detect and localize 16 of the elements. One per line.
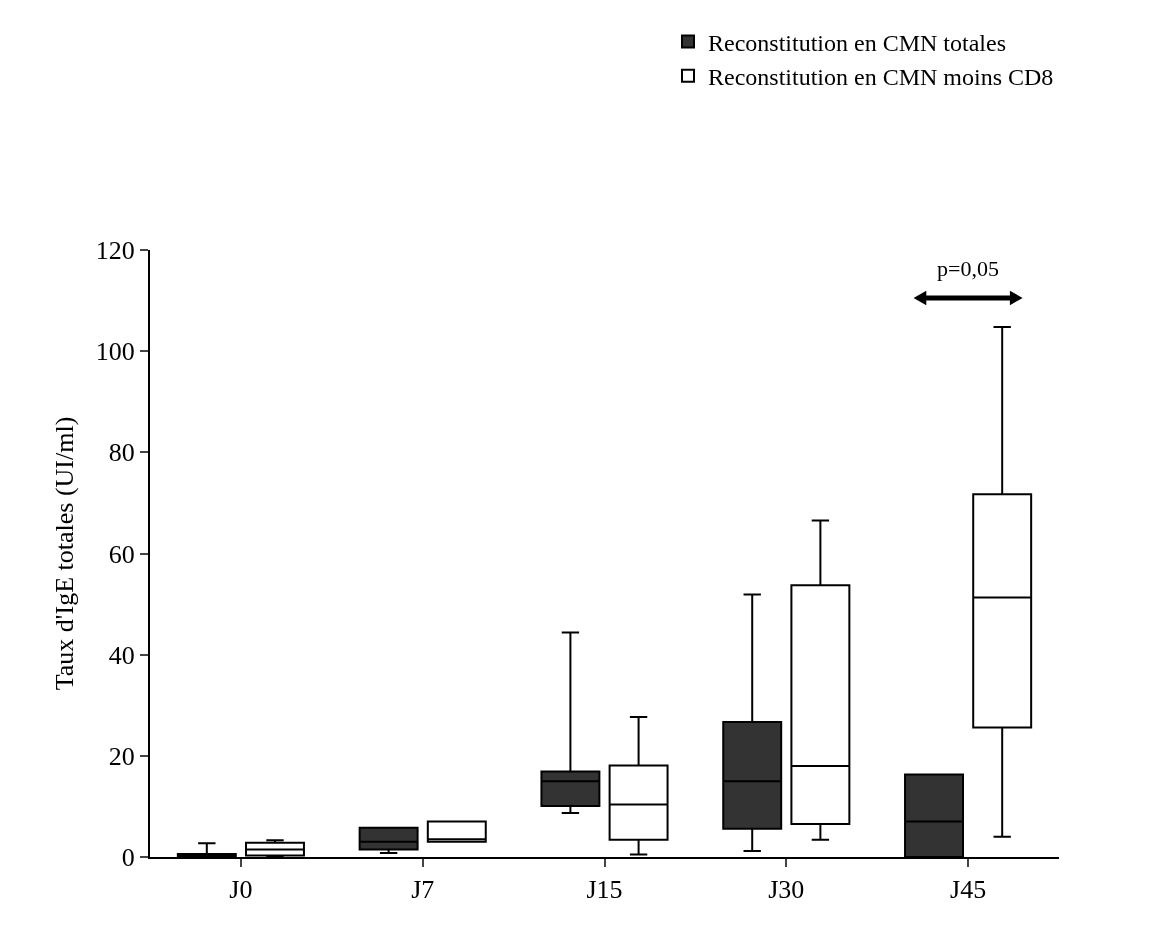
y-axis-title: Taux d'IgE totales (UI/ml) [49, 416, 79, 691]
x-tick-label: J7 [411, 875, 435, 905]
y-tick-label: 60 [108, 539, 135, 569]
x-tick-label: J15 [586, 875, 623, 905]
y-tick-label: 40 [108, 640, 135, 670]
legend-label: Reconstitution en CMN totales [708, 29, 1006, 56]
x-tick-label: J30 [768, 875, 805, 905]
y-tick-label: 100 [95, 337, 135, 367]
y-tick-label: 0 [121, 843, 135, 873]
y-tick-label: 80 [108, 438, 135, 468]
x-tick-label: J45 [950, 875, 987, 905]
y-tick-label: 20 [108, 741, 135, 771]
x-tick-label: J0 [229, 875, 253, 905]
annotation: p=0,05 [937, 256, 999, 281]
y-tick-label: 120 [95, 236, 135, 266]
legend-label: Reconstitution en CMN moins CD8 [708, 64, 1054, 90]
